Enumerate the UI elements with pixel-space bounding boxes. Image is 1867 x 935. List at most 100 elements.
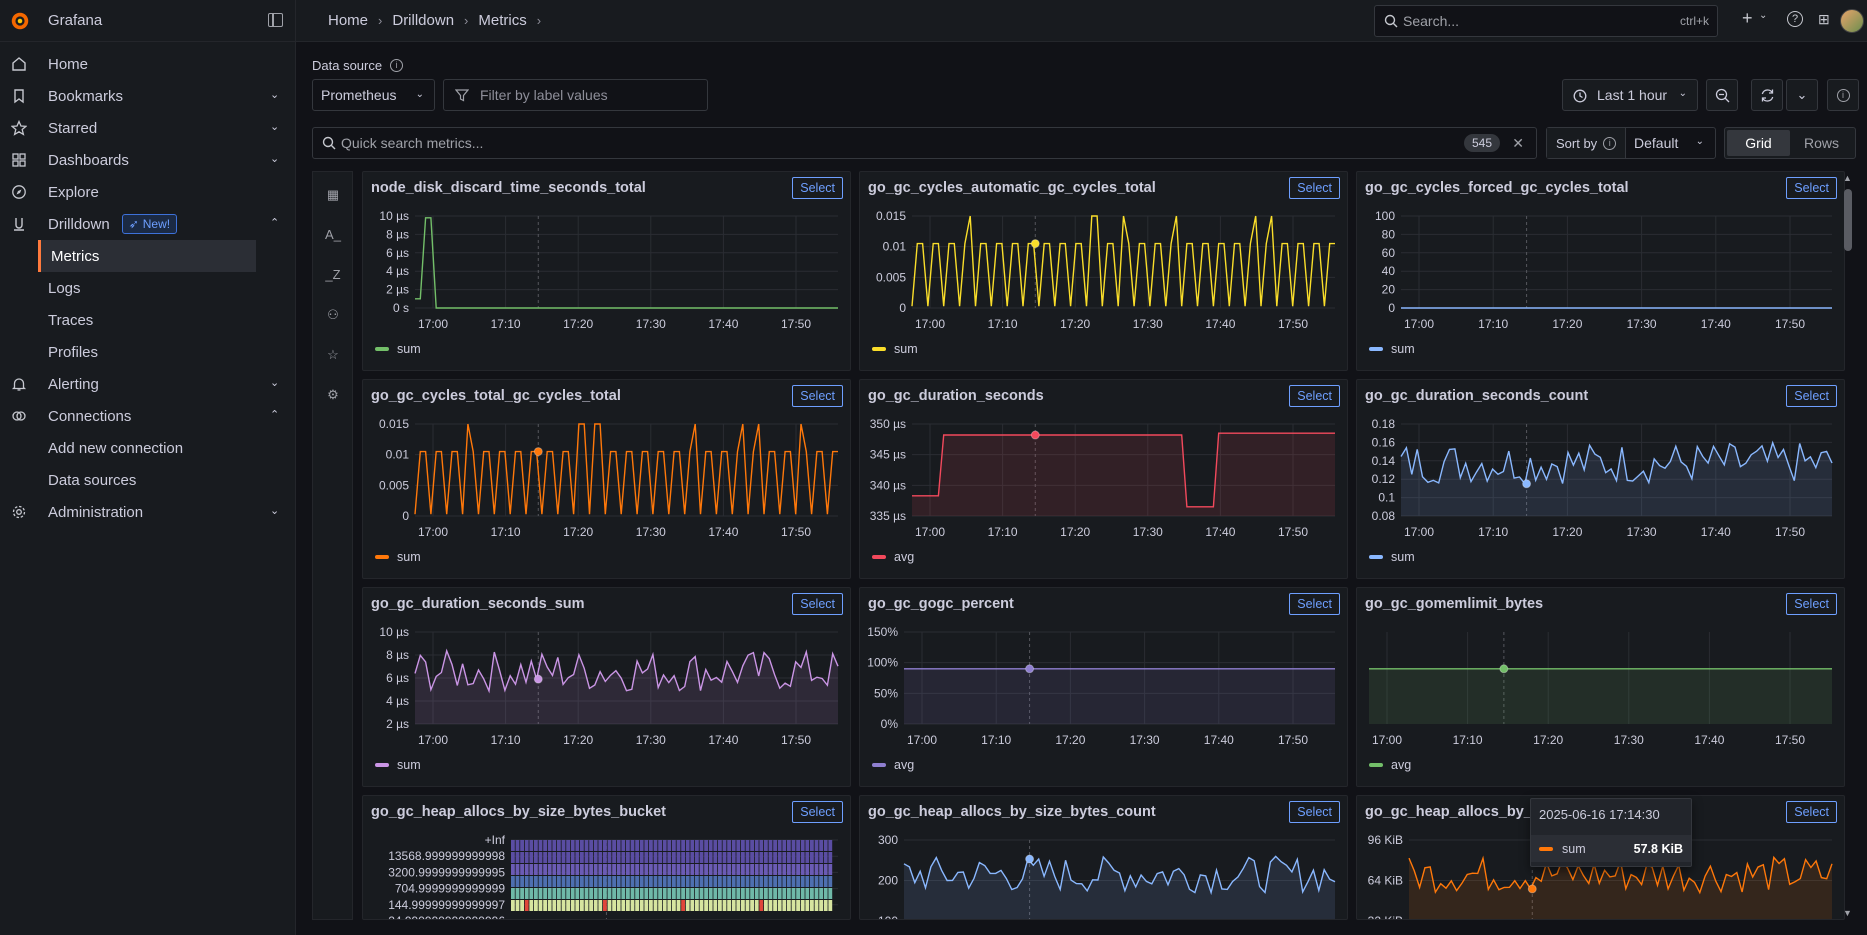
nav-sub-traces[interactable]: Traces	[0, 304, 295, 336]
series-line	[415, 217, 838, 309]
heatmap-cell	[552, 876, 557, 887]
rows-view-button[interactable]: Rows	[1803, 135, 1839, 151]
metric-chart[interactable]: 96 KiB 64 KiB 32 KiB	[1357, 828, 1845, 920]
select-button[interactable]: Select	[1289, 177, 1340, 199]
nav-sub-logs[interactable]: Logs	[0, 272, 295, 304]
heatmap-cell	[704, 840, 708, 851]
news-icon[interactable]: ⊞	[1818, 11, 1830, 27]
panel-legend[interactable]: avg	[1369, 758, 1411, 772]
nav-connections[interactable]: Connections ⌃	[0, 400, 295, 432]
grid-icon[interactable]: ▦	[326, 187, 340, 202]
sort-az-icon[interactable]: A_	[325, 227, 341, 242]
select-button[interactable]: Select	[1289, 593, 1340, 615]
breadcrumb-drilldown[interactable]: Drilldown	[392, 12, 455, 29]
metric-chart[interactable]: 0.18 0.16 0.14 0.12 0.1 0.08 17:00 17:10 17:20 17…	[1357, 412, 1845, 579]
scroll-up-icon[interactable]: ▲	[1843, 173, 1852, 183]
metric-chart[interactable]: 0.015 0.01 0.005 0 17:00 17:10 17:20 17:30 17:40…	[363, 412, 851, 579]
select-button[interactable]: Select	[1786, 801, 1837, 823]
nav-explore[interactable]: Explore	[0, 176, 295, 208]
zoom-out-button[interactable]	[1706, 79, 1738, 111]
heatmap-cell	[598, 864, 603, 875]
chevron-down-icon[interactable]: ⌄	[270, 505, 280, 517]
scrollbar-thumb[interactable]	[1844, 189, 1852, 251]
heatmap-cell	[561, 840, 566, 851]
scroll-down-icon[interactable]: ▼	[1843, 908, 1852, 918]
panel-legend[interactable]: sum	[1369, 550, 1415, 564]
panel-legend[interactable]: sum	[375, 758, 421, 772]
chevron-down-icon[interactable]: ⌄	[270, 121, 280, 133]
nav-administration[interactable]: Administration ⌄	[0, 496, 295, 528]
metric-chart[interactable]: 17:00 17:10 17:20 17:30 17:40 17:50	[1357, 620, 1845, 787]
heatmap-cell	[589, 900, 593, 911]
chevron-down-icon[interactable]: ⌄	[270, 89, 280, 101]
dock-menu-icon[interactable]	[268, 13, 283, 27]
metric-chart[interactable]: 10 µs 8 µs 6 µs 4 µs 2 µs 0 s 17:00 17:10 17:20 1…	[363, 204, 851, 371]
metric-chart[interactable]: 350 µs 345 µs 340 µs 335 µs 17:00 17:10 17:20 1…	[860, 412, 1348, 579]
heatmap-cell	[639, 840, 644, 851]
select-button[interactable]: Select	[792, 385, 843, 407]
metric-chart[interactable]: 0.015 0.01 0.005 0 17:00 17:10 17:20 17:30 17:40…	[860, 204, 1348, 371]
chevron-down-icon[interactable]: ⌄	[1759, 10, 1768, 21]
info-button[interactable]: i	[1827, 79, 1859, 111]
refresh-interval-button[interactable]: ⌄	[1786, 79, 1818, 111]
label-filter-input[interactable]: Filter by label values	[443, 79, 708, 111]
nav-sub-add-connection[interactable]: Add new connection	[0, 432, 295, 464]
select-button[interactable]: Select	[792, 593, 843, 615]
grafana-logo-icon[interactable]	[9, 10, 31, 32]
nav-home[interactable]: Home	[0, 48, 295, 80]
gear-icon	[12, 505, 26, 519]
heatmap-cell	[736, 888, 741, 899]
settings-icon[interactable]: ⚙	[327, 387, 339, 402]
time-range-picker[interactable]: Last 1 hour ⌄	[1562, 79, 1698, 111]
metric-chart[interactable]: 10 µs 8 µs 6 µs 4 µs 2 µs 17:00 17:10 17:20 17:3…	[363, 620, 851, 787]
nav-alerting[interactable]: Alerting ⌄	[0, 368, 295, 400]
select-button[interactable]: Select	[792, 801, 843, 823]
sort-by-control[interactable]: Sort by i Default ⌄	[1546, 127, 1716, 159]
add-new-icon[interactable]: +	[1742, 8, 1753, 28]
metric-chart[interactable]: 100 80 60 40 20 0 17:00 17:10 17:20 17:30 17:40 17:…	[1357, 204, 1845, 371]
refresh-button[interactable]	[1751, 79, 1783, 111]
panel-legend[interactable]: sum	[872, 342, 918, 356]
clear-icon[interactable]: ✕	[1512, 135, 1524, 151]
help-icon[interactable]: ?	[1787, 11, 1803, 27]
avatar[interactable]	[1840, 9, 1864, 33]
related-icon[interactable]: ⚇	[327, 307, 339, 322]
panel-legend[interactable]: sum	[1369, 342, 1415, 356]
nav-sub-data-sources[interactable]: Data sources	[0, 464, 295, 496]
info-icon[interactable]: i	[1603, 136, 1617, 150]
datasource-select[interactable]: Prometheus ⌄	[312, 79, 435, 111]
panel-legend[interactable]: sum	[375, 342, 421, 356]
chevron-up-icon[interactable]: ⌃	[270, 217, 280, 229]
nav-dashboards[interactable]: Dashboards ⌄	[0, 144, 295, 176]
metric-chart[interactable]: 150% 100% 50% 0% 17:00 17:10 17:20 17:30 17:40 17…	[860, 620, 1348, 787]
nav-starred[interactable]: Starred ⌄	[0, 112, 295, 144]
select-button[interactable]: Select	[792, 177, 843, 199]
metric-chart[interactable]: +Inf 13568.999999999998 3200.9999999999995…	[363, 828, 851, 920]
panel-legend[interactable]: avg	[872, 550, 914, 564]
panel-legend[interactable]: avg	[872, 758, 914, 772]
panel-legend[interactable]: sum	[375, 550, 421, 564]
sort-z-icon[interactable]: _Z	[325, 267, 341, 282]
select-button[interactable]: Select	[1786, 177, 1837, 199]
nav-bookmarks[interactable]: Bookmarks ⌄	[0, 80, 295, 112]
select-button[interactable]: Select	[1786, 593, 1837, 615]
chevron-down-icon[interactable]: ⌄	[270, 153, 280, 165]
breadcrumb-separator-icon: ›	[464, 13, 469, 28]
nav-drilldown[interactable]: Drilldown ➶ New! ⌃	[0, 208, 295, 240]
nav-sub-profiles[interactable]: Profiles	[0, 336, 295, 368]
scrollbar[interactable]: ▲ ▼	[1841, 171, 1855, 920]
select-button[interactable]: Select	[1289, 801, 1340, 823]
grid-view-button[interactable]: Grid	[1727, 130, 1790, 156]
star-icon[interactable]: ☆	[327, 347, 339, 362]
chevron-down-icon[interactable]: ⌄	[270, 377, 280, 389]
chevron-up-icon[interactable]: ⌃	[270, 409, 280, 421]
global-search-input[interactable]: Search... ctrl+k	[1374, 5, 1718, 37]
info-icon[interactable]: i	[390, 59, 404, 72]
breadcrumb-home[interactable]: Home	[328, 12, 369, 29]
select-button[interactable]: Select	[1289, 385, 1340, 407]
quick-search-input[interactable]: Quick search metrics... 545 ✕	[312, 127, 1537, 159]
select-button[interactable]: Select	[1786, 385, 1837, 407]
metric-chart[interactable]: 300 200 100	[860, 828, 1348, 920]
nav-sub-metrics[interactable]: Metrics	[38, 240, 256, 272]
breadcrumb-metrics[interactable]: Metrics	[478, 12, 527, 29]
